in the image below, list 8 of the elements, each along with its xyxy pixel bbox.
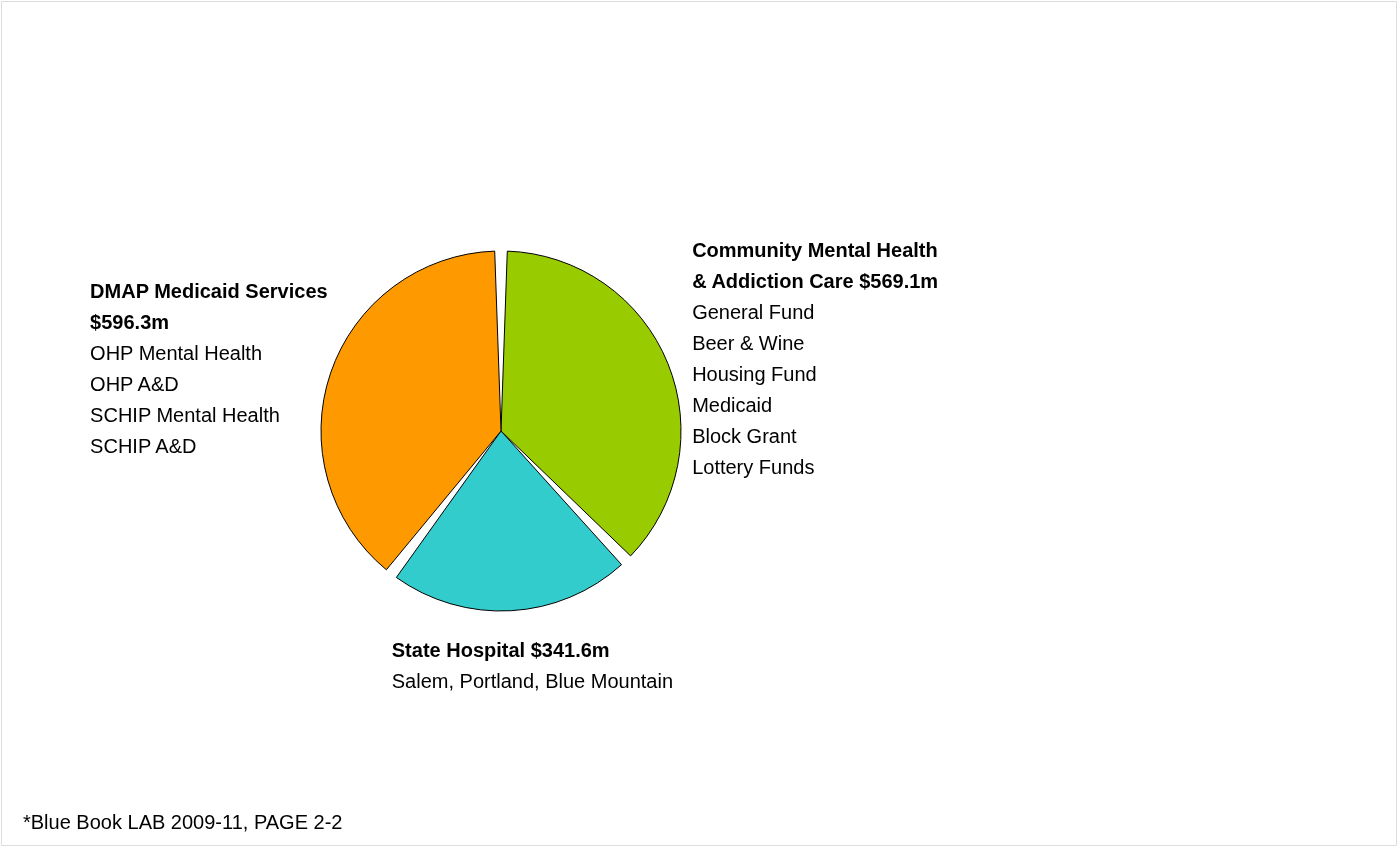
text: General Fund Beer & Wine Housing Fund Medicaid Block Grant Lottery Funds <box>692 301 817 479</box>
text: OHP Mental Health OHP A&D SCHIP Mental Health SCHIP A&D <box>90 342 280 458</box>
text: Salem, Portland, Blue Mountain <box>391 670 674 693</box>
data-label: $596.3m <box>90 311 170 334</box>
slice-label: State Hospital $341.6m <box>391 639 610 662</box>
text: *Blue Book LAB 2009-11, PAGE 2-2 <box>23 811 343 833</box>
slice-label: Community Mental Health & Addiction Care $569.1m <box>692 239 939 293</box>
slice-label: DMAP Medicaid Services <box>90 280 328 303</box>
